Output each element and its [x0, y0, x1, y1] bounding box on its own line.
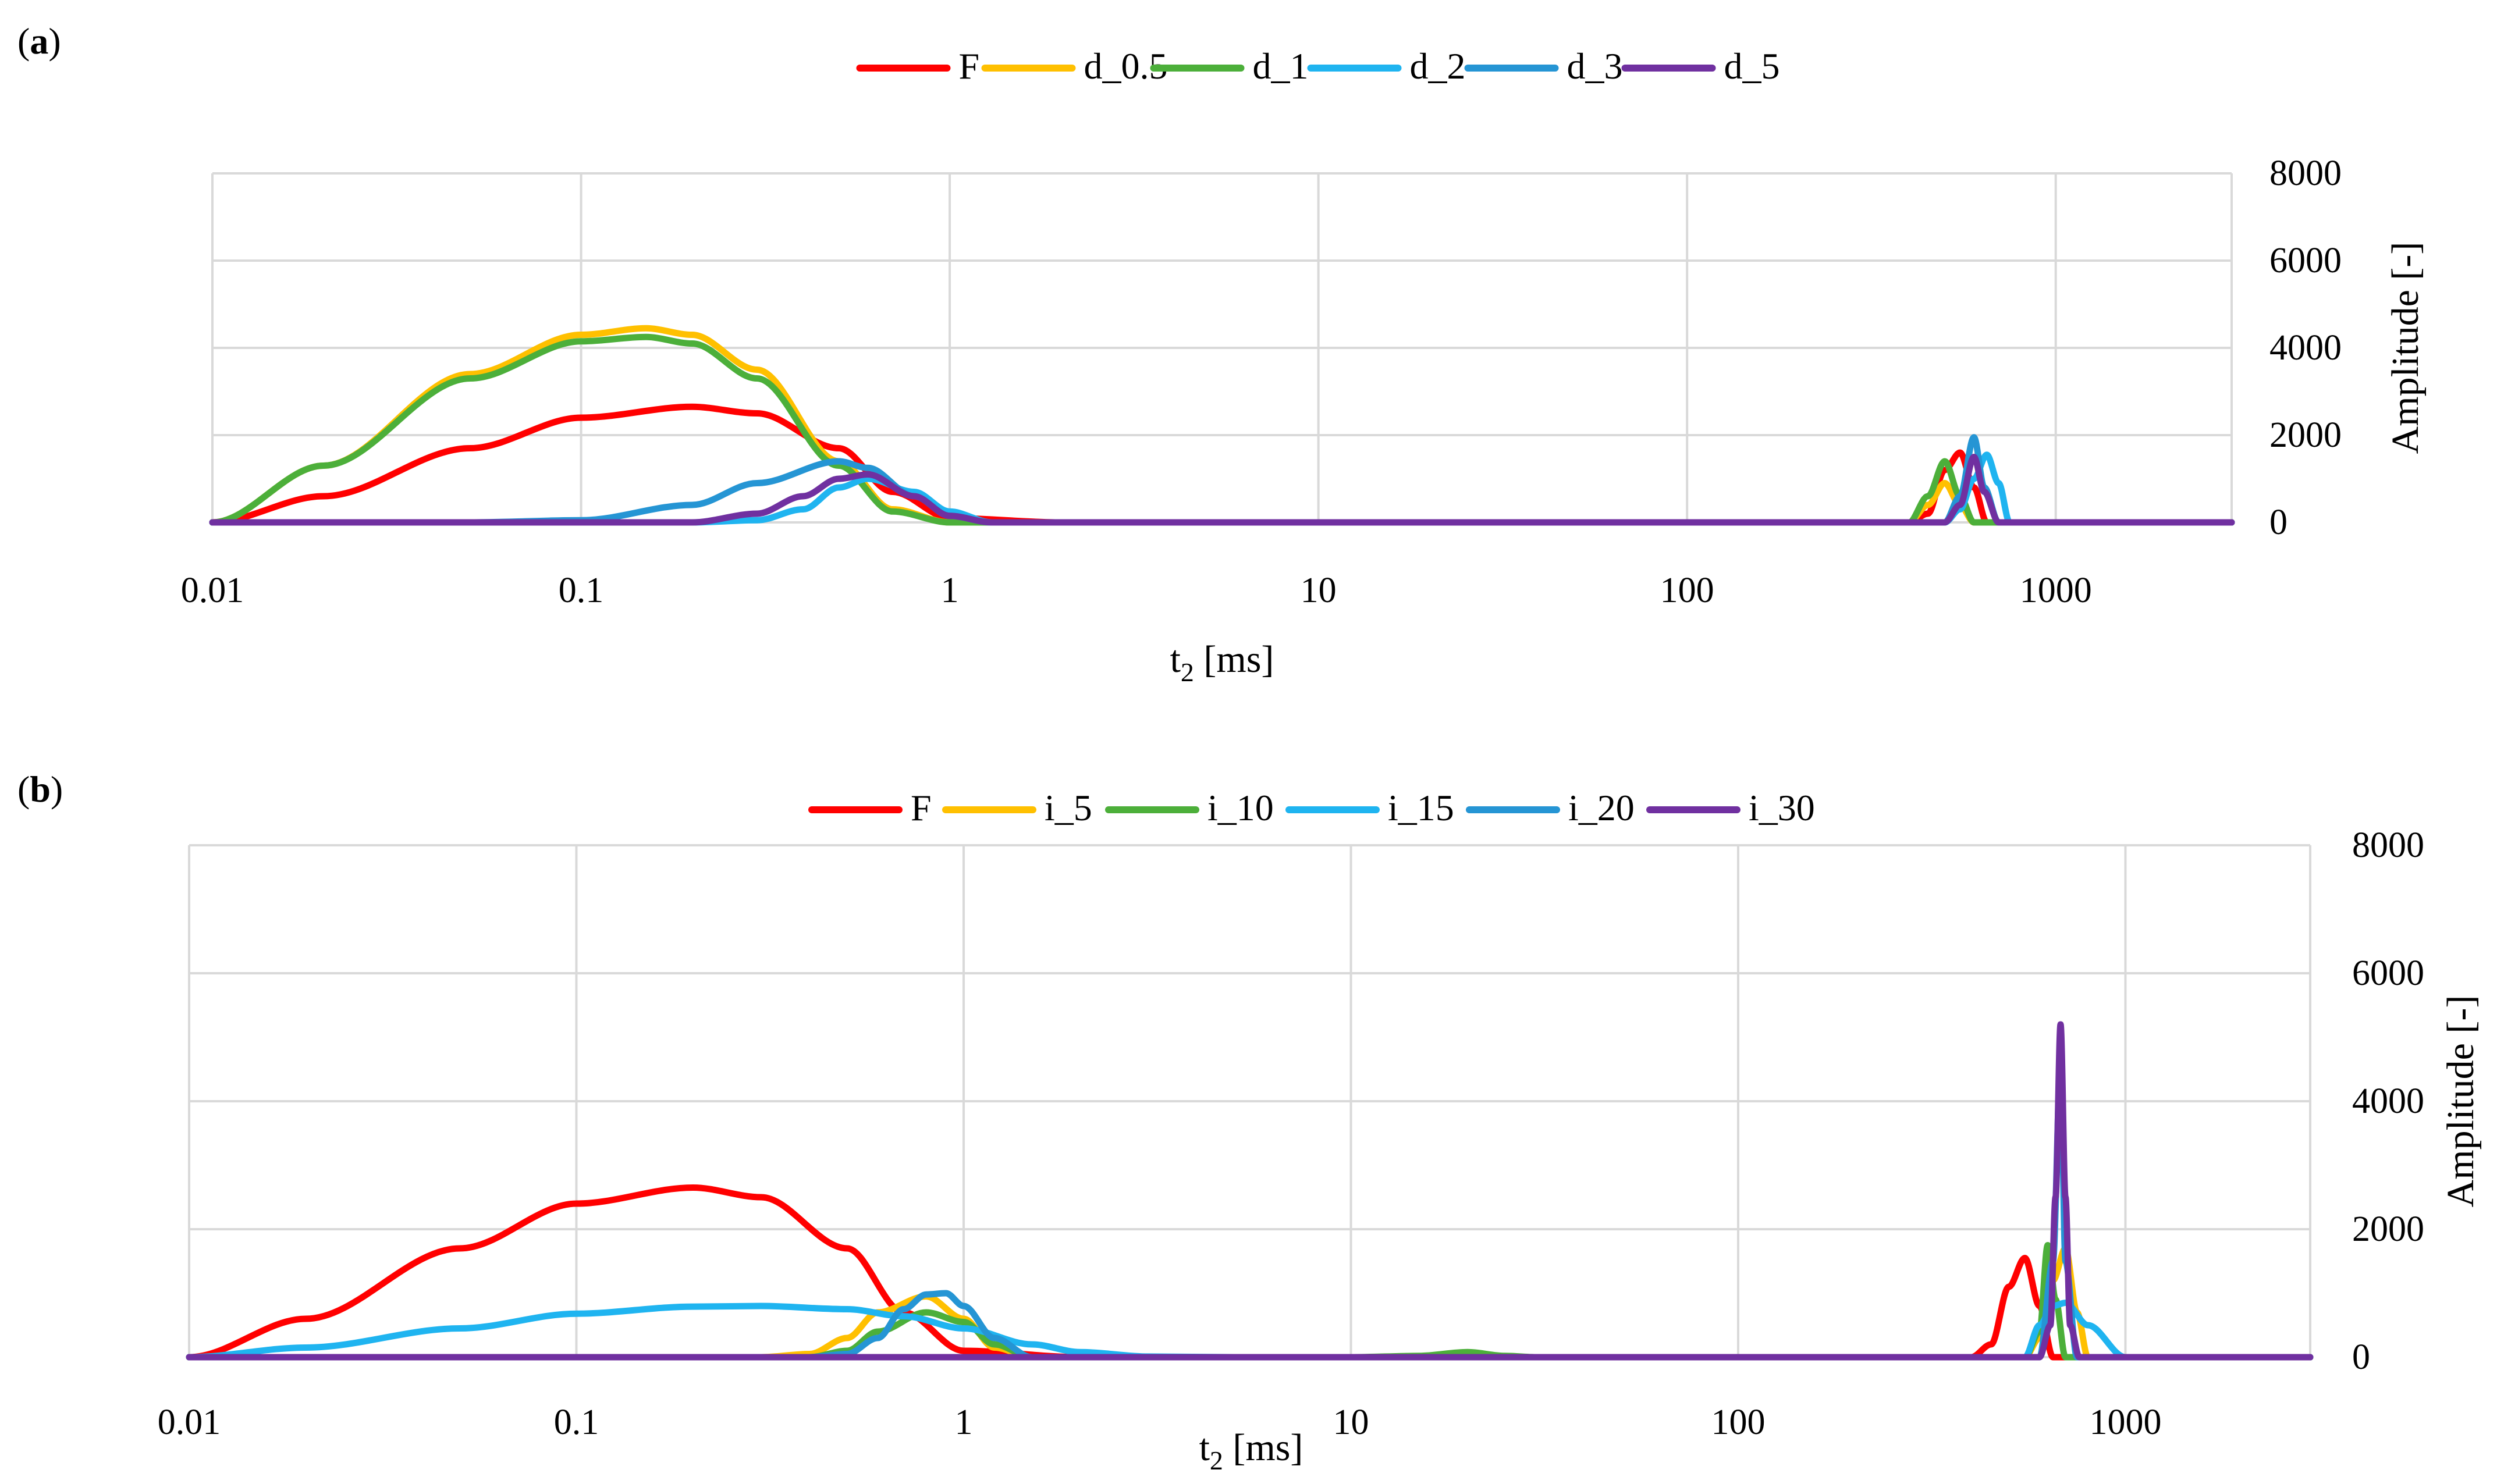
legend-item-i_5: i_5 — [942, 787, 1092, 828]
legend-item-d_5: d_5 — [1621, 45, 1780, 87]
legend-item-F: F — [856, 45, 980, 87]
y-tick-label: 6000 — [2352, 953, 2424, 993]
y-tick-label: 8000 — [2269, 154, 2342, 193]
y-tick-label: 6000 — [2269, 241, 2342, 280]
y-tick-label: 4000 — [2352, 1081, 2424, 1121]
legend-label: d_2 — [1410, 45, 1466, 87]
series-line-i_30 — [186, 1021, 2314, 1361]
series-line-i_20 — [186, 1059, 2314, 1361]
x-tick-label: 10 — [1301, 571, 1337, 610]
y-tick-label: 2000 — [2269, 415, 2342, 455]
legend-item-d_3: d_3 — [1464, 45, 1623, 87]
legend-item-i_20: i_20 — [1466, 787, 1635, 828]
y-axis-label: Amplitude [-] — [2384, 242, 2427, 454]
y-tick-label: 4000 — [2269, 328, 2342, 368]
legend-label: i_15 — [1388, 787, 1454, 828]
panel-label: (a) — [17, 20, 61, 62]
legend-label: i_5 — [1045, 787, 1092, 828]
y-tick-label: 0 — [2269, 503, 2288, 542]
legend-label: F — [911, 787, 932, 828]
x-tick-label: 0.1 — [554, 1403, 599, 1442]
series-line-d_5 — [209, 454, 2235, 526]
series-line-i_15 — [186, 1300, 2314, 1361]
x-tick-label: 10 — [1333, 1403, 1369, 1442]
x-tick-label: 100 — [1711, 1403, 1765, 1442]
x-axis-label: t2 [ms] — [1199, 1426, 1303, 1475]
legend-label: i_20 — [1568, 787, 1635, 828]
panel-label: (b) — [17, 768, 63, 810]
x-tick-label: 0.01 — [158, 1403, 221, 1442]
legend-item-i_30: i_30 — [1646, 787, 1815, 828]
y-tick-label: 0 — [2352, 1337, 2370, 1377]
y-tick-label: 8000 — [2352, 825, 2424, 865]
x-tick-label: 1 — [941, 571, 959, 610]
legend-item-F: F — [808, 787, 932, 828]
legend-item-i_10: i_10 — [1105, 787, 1274, 828]
legend-label: d_3 — [1567, 45, 1623, 87]
panel-b: (b) 0.01 0.1 1 10 100 1000 0 2000 4000 6000 8000 t2 … — [17, 768, 2482, 1475]
series-line-F — [186, 1184, 2314, 1361]
legend-item-d_0.5: d_0.5 — [981, 45, 1168, 87]
legend-label: d_1 — [1253, 45, 1309, 87]
legend-label: i_10 — [1207, 787, 1274, 828]
x-tick-label: 1 — [954, 1403, 972, 1442]
series-line-d_1 — [209, 333, 2235, 526]
legend-item-d_1: d_1 — [1150, 45, 1309, 87]
x-tick-label: 0.01 — [181, 571, 244, 610]
x-tick-label: 1000 — [2089, 1403, 2161, 1442]
legend-label: i_30 — [1749, 787, 1815, 828]
y-tick-label: 2000 — [2352, 1209, 2424, 1249]
x-tick-label: 0.1 — [559, 571, 604, 610]
x-tick-label: 1000 — [2020, 571, 2092, 610]
x-axis-label: t2 [ms] — [1170, 638, 1274, 687]
y-axis-label: Amplitude [-] — [2439, 995, 2482, 1208]
panel-a: (a) 0.01 0.1 1 10 100 1000 0 2000 4000 6000 8000 t2 … — [17, 20, 2427, 687]
legend-label: F — [959, 45, 980, 87]
legend-item-i_15: i_15 — [1285, 787, 1454, 828]
x-tick-label: 100 — [1660, 571, 1714, 610]
legend-label: d_5 — [1724, 45, 1780, 87]
legend-item-d_2: d_2 — [1307, 45, 1466, 87]
